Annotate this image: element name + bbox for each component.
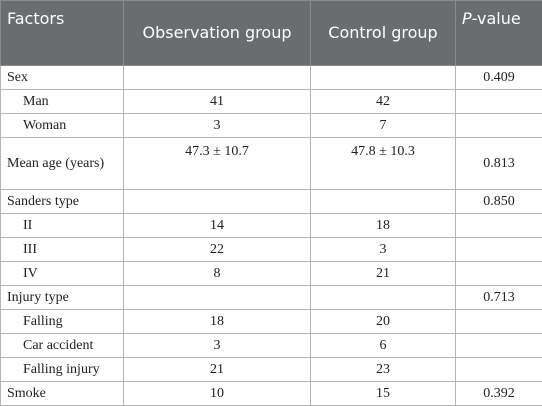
header-cell: P-value [455,0,542,66]
factor-cell: Falling [0,309,124,334]
table-row: Falling 18 20 [0,309,542,334]
header-italic: P [462,9,472,28]
table-row: Smoke 10 15 0.392 [0,381,542,406]
header-cell: Control group [310,0,456,66]
value-cell: 22 [123,237,311,262]
value-cell: 18 [310,213,456,238]
value-cell: 18 [123,309,311,334]
factor-cell: Falling injury [0,357,124,382]
table-row: Sex 0.409 [0,65,542,90]
factor-cell: Car accident [0,333,124,358]
value-cell: 7 [310,113,456,138]
table-row: II 14 18 [0,213,542,238]
factor-cell: II [0,213,124,238]
value-cell [455,261,542,286]
value-cell: 3 [123,113,311,138]
value-cell: 20 [310,309,456,334]
table-row: Injury type 0.713 [0,285,542,310]
value-cell: 0.392 [455,381,542,406]
table-row: Mean age (years) 47.3 ± 10.7 47.8 ± 10.3 0.… [0,137,542,190]
value-cell: 47.8 ± 10.3 [310,137,456,190]
table-row: Falling injury 21 23 [0,357,542,382]
value-cell [310,285,456,310]
value-cell [455,309,542,334]
factor-cell: Mean age (years) [0,137,124,190]
table-row: Woman 3 7 [0,113,542,138]
value-cell: 0.409 [455,65,542,90]
value-cell: 10 [123,381,311,406]
table-row: IV 8 21 [0,261,542,286]
value-cell [310,189,456,214]
value-cell: 6 [310,333,456,358]
table-row: Man 41 42 [0,89,542,114]
value-cell: 41 [123,89,311,114]
value-cell [123,285,311,310]
factor-cell: Man [0,89,124,114]
header-text: -value [471,9,521,28]
value-cell [123,65,311,90]
value-cell: 23 [310,357,456,382]
value-cell: 0.813 [455,137,542,190]
value-cell [455,237,542,262]
table-row: III 22 3 [0,237,542,262]
value-cell [310,65,456,90]
factor-cell: Sanders type [0,189,124,214]
value-cell: 14 [123,213,311,238]
value-cell [455,333,542,358]
value-cell [123,189,311,214]
factor-cell: III [0,237,124,262]
factor-cell: IV [0,261,124,286]
factor-cell: Smoke [0,381,124,406]
value-cell: 8 [123,261,311,286]
value-cell: 15 [310,381,456,406]
value-cell [455,113,542,138]
value-cell: 47.3 ± 10.7 [123,137,311,190]
table-body: Sex 0.409 Man 41 42 Woman 3 7 Mean age (years) 47… [0,65,542,406]
value-cell [455,213,542,238]
factor-cell: Sex [0,65,124,90]
value-cell [455,357,542,382]
header-cell: Factors [0,0,124,66]
value-cell: 3 [123,333,311,358]
value-cell: 21 [310,261,456,286]
table-row: Sanders type 0.850 [0,189,542,214]
value-cell: 3 [310,237,456,262]
table-row: Car accident 3 6 [0,333,542,358]
factor-cell: Woman [0,113,124,138]
value-cell: 0.713 [455,285,542,310]
value-cell: 42 [310,89,456,114]
value-cell: 0.850 [455,189,542,214]
header-row: Factors Observation group Control group … [0,0,542,66]
value-cell [455,89,542,114]
header-cell: Observation group [123,0,311,66]
factor-cell: Injury type [0,285,124,310]
value-cell: 21 [123,357,311,382]
